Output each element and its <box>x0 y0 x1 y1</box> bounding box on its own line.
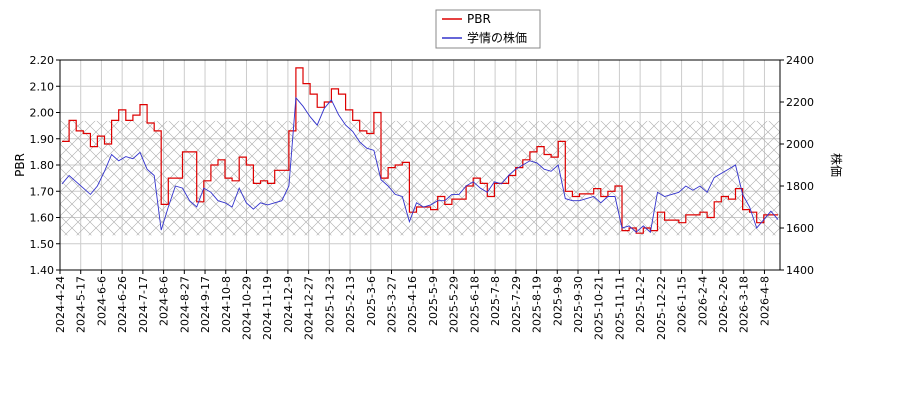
x-tick-label: 2026-3-18 <box>738 276 751 333</box>
x-tick-label: 2025-12-22 <box>655 276 668 340</box>
left-tick-label: 2.20 <box>30 54 55 67</box>
x-axis: 2024-4-24 2024-5-17 2024-6-6 2024-6-26 2024-… <box>54 270 771 340</box>
x-tick-label: 2024-8-27 <box>178 276 191 333</box>
x-tick-label: 2025-5-9 <box>427 276 440 326</box>
x-tick-label: 2026-1-15 <box>676 276 689 333</box>
x-tick-label: 2025-1-23 <box>323 276 336 333</box>
x-tick-label: 2024-7-17 <box>137 276 150 333</box>
x-tick-label: 2024-10-29 <box>240 276 253 340</box>
x-tick-label: 2025-3-27 <box>386 276 399 333</box>
x-tick-label: 2024-12-9 <box>282 276 295 333</box>
x-tick-label: 2024-6-26 <box>116 276 129 333</box>
x-tick-label: 2025-5-29 <box>448 276 461 333</box>
left-tick-label: 1.40 <box>30 264 55 277</box>
right-tick-label: 2000 <box>786 138 814 151</box>
right-tick-label: 1800 <box>786 180 814 193</box>
right-tick-label: 1600 <box>786 222 814 235</box>
x-tick-label: 2024-8-6 <box>158 276 171 326</box>
series-layer <box>61 67 779 234</box>
left-tick-label: 1.90 <box>30 133 55 146</box>
left-tick-label: 1.60 <box>30 212 55 225</box>
right-tick-label: 1400 <box>786 264 814 277</box>
left-tick-label: 1.50 <box>30 238 55 251</box>
right-axis-title: 株価 <box>829 153 844 177</box>
x-tick-label: 2025-3-6 <box>365 276 378 326</box>
x-tick-label: 2024-5-17 <box>75 276 88 333</box>
left-tick-label: 2.10 <box>30 80 55 93</box>
left-axis: 1.40 1.50 1.60 1.70 1.80 1.90 2.00 2.10 2.20 <box>30 54 60 277</box>
left-tick-label: 1.70 <box>30 185 55 198</box>
x-tick-label: 2025-2-13 <box>344 276 357 333</box>
x-tick-label: 2025-4-16 <box>406 276 419 333</box>
legend: PBR 学情の株価 <box>435 9 541 49</box>
right-tick-label: 2400 <box>786 54 814 67</box>
left-tick-label: 2.00 <box>30 107 55 120</box>
x-tick-label: 2026-2-26 <box>717 276 730 333</box>
x-tick-label: 2024-12-27 <box>303 276 316 340</box>
x-tick-label: 2025-11-11 <box>613 276 626 340</box>
right-tick-label: 2200 <box>786 96 814 109</box>
x-tick-label: 2025-9-8 <box>551 276 564 326</box>
x-tick-label: 2025-12-2 <box>634 276 647 333</box>
x-tick-label: 2025-7-29 <box>510 276 523 333</box>
x-tick-label: 2024-11-19 <box>261 276 274 340</box>
right-axis: 1400 1600 1800 2000 2200 2400 <box>780 54 814 277</box>
left-axis-title: PBR <box>13 153 27 177</box>
x-tick-label: 2024-4-24 <box>54 276 67 333</box>
left-tick-label: 1.80 <box>30 159 55 172</box>
x-tick-label: 2025-6-18 <box>468 276 481 333</box>
legend-label-stock-price: 学情の株価 <box>467 30 527 45</box>
x-tick-label: 2025-10-21 <box>593 276 606 340</box>
x-tick-label: 2025-9-30 <box>572 276 585 333</box>
x-tick-label: 2024-10-8 <box>220 276 233 333</box>
legend-box <box>435 9 541 49</box>
x-tick-label: 2025-7-8 <box>489 276 502 326</box>
series-line-stock-price <box>61 96 779 234</box>
x-tick-label: 2026-4-8 <box>758 276 771 326</box>
x-tick-label: 2025-8-19 <box>531 276 544 333</box>
x-tick-label: 2024-6-6 <box>95 276 108 326</box>
x-tick-label: 2024-9-17 <box>199 276 212 333</box>
legend-label-pbr: PBR <box>467 12 491 26</box>
x-tick-label: 2026-2-4 <box>696 276 709 326</box>
